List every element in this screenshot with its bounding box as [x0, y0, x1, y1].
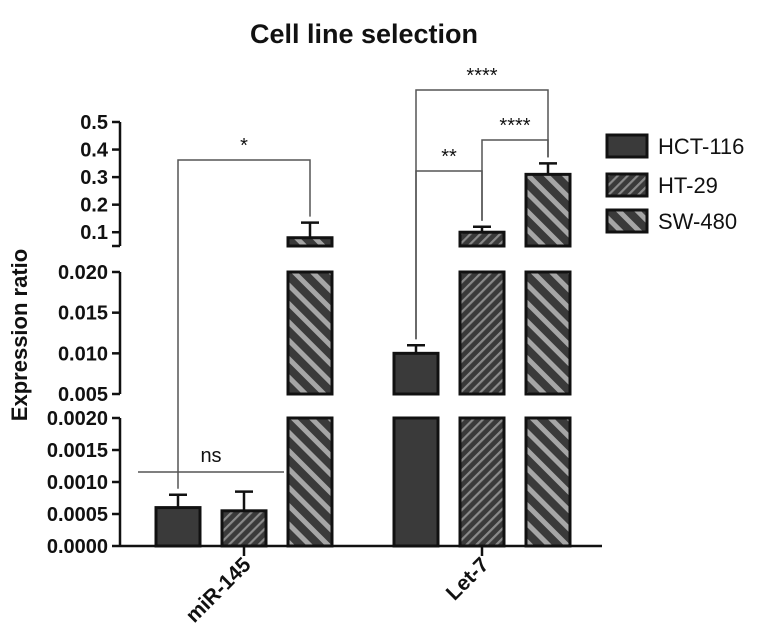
significance-label: **** — [499, 115, 530, 137]
significance-brackets: ns* ********** — [138, 65, 549, 489]
legend-swatch-ht-29 — [605, 172, 649, 198]
y-axis-label: Expression ratio — [7, 249, 32, 421]
y-tick-label: 0.0000 — [47, 536, 108, 558]
y-tick-label: 0.0005 — [47, 504, 108, 526]
bar-hct-116-let-7 — [392, 416, 440, 548]
bar-ht-29-mir-145 — [220, 509, 268, 548]
chart-title: Cell line selection — [250, 19, 478, 49]
legend-label-ht-29: HT-29 — [658, 173, 718, 198]
y-tick-label: 0.010 — [58, 343, 108, 365]
legend-swatch-sw-480 — [605, 208, 649, 234]
x-tick-label: Let-7 — [442, 553, 494, 605]
y-tick-label: 0.0015 — [47, 440, 108, 462]
significance-label: * — [240, 135, 248, 157]
bar-sw-480-let-7 — [524, 172, 572, 248]
significance-bracket — [177, 159, 311, 489]
bar-ht-29-let-7 — [458, 230, 506, 248]
y-tick-label: 0.0010 — [47, 472, 108, 494]
significance-label: ns — [200, 445, 221, 467]
y-tick-label: 0.020 — [58, 262, 108, 284]
y-tick-label: 0.005 — [58, 384, 108, 406]
significance-bracket — [415, 89, 549, 340]
y-tick-label: 0.4 — [80, 140, 109, 162]
y-tick-label: 0.3 — [80, 167, 108, 189]
significance-label: **** — [466, 65, 497, 87]
bar-hct-116-let-7 — [392, 351, 440, 396]
y-tick-label: 0.2 — [80, 195, 108, 217]
bars — [154, 162, 572, 548]
bar-sw-480-mir-145 — [286, 270, 334, 396]
bar-sw-480-let-7 — [524, 270, 572, 396]
y-tick-label: 0.1 — [80, 222, 108, 244]
y-tick-label: 0.015 — [58, 303, 108, 325]
bar-sw-480-mir-145 — [286, 236, 334, 248]
bar-ht-29-let-7 — [458, 270, 506, 396]
bar-hct-116-mir-145 — [154, 506, 202, 548]
y-tick-label: 0.0020 — [47, 408, 108, 430]
legend-swatch-hct-116 — [605, 133, 649, 159]
legend-label-hct-116: HCT-116 — [658, 134, 744, 159]
x-tick-label: miR-145 — [181, 553, 255, 627]
legend-label-sw-480: SW-480 — [658, 209, 737, 234]
significance-label: ** — [441, 146, 457, 168]
bar-ht-29-let-7 — [458, 416, 506, 548]
bar-sw-480-mir-145 — [286, 416, 334, 548]
legend: HCT-116 HT-29 SW-480 — [605, 133, 744, 234]
bar-sw-480-let-7 — [524, 416, 572, 548]
y-tick-label: 0.5 — [80, 112, 108, 134]
